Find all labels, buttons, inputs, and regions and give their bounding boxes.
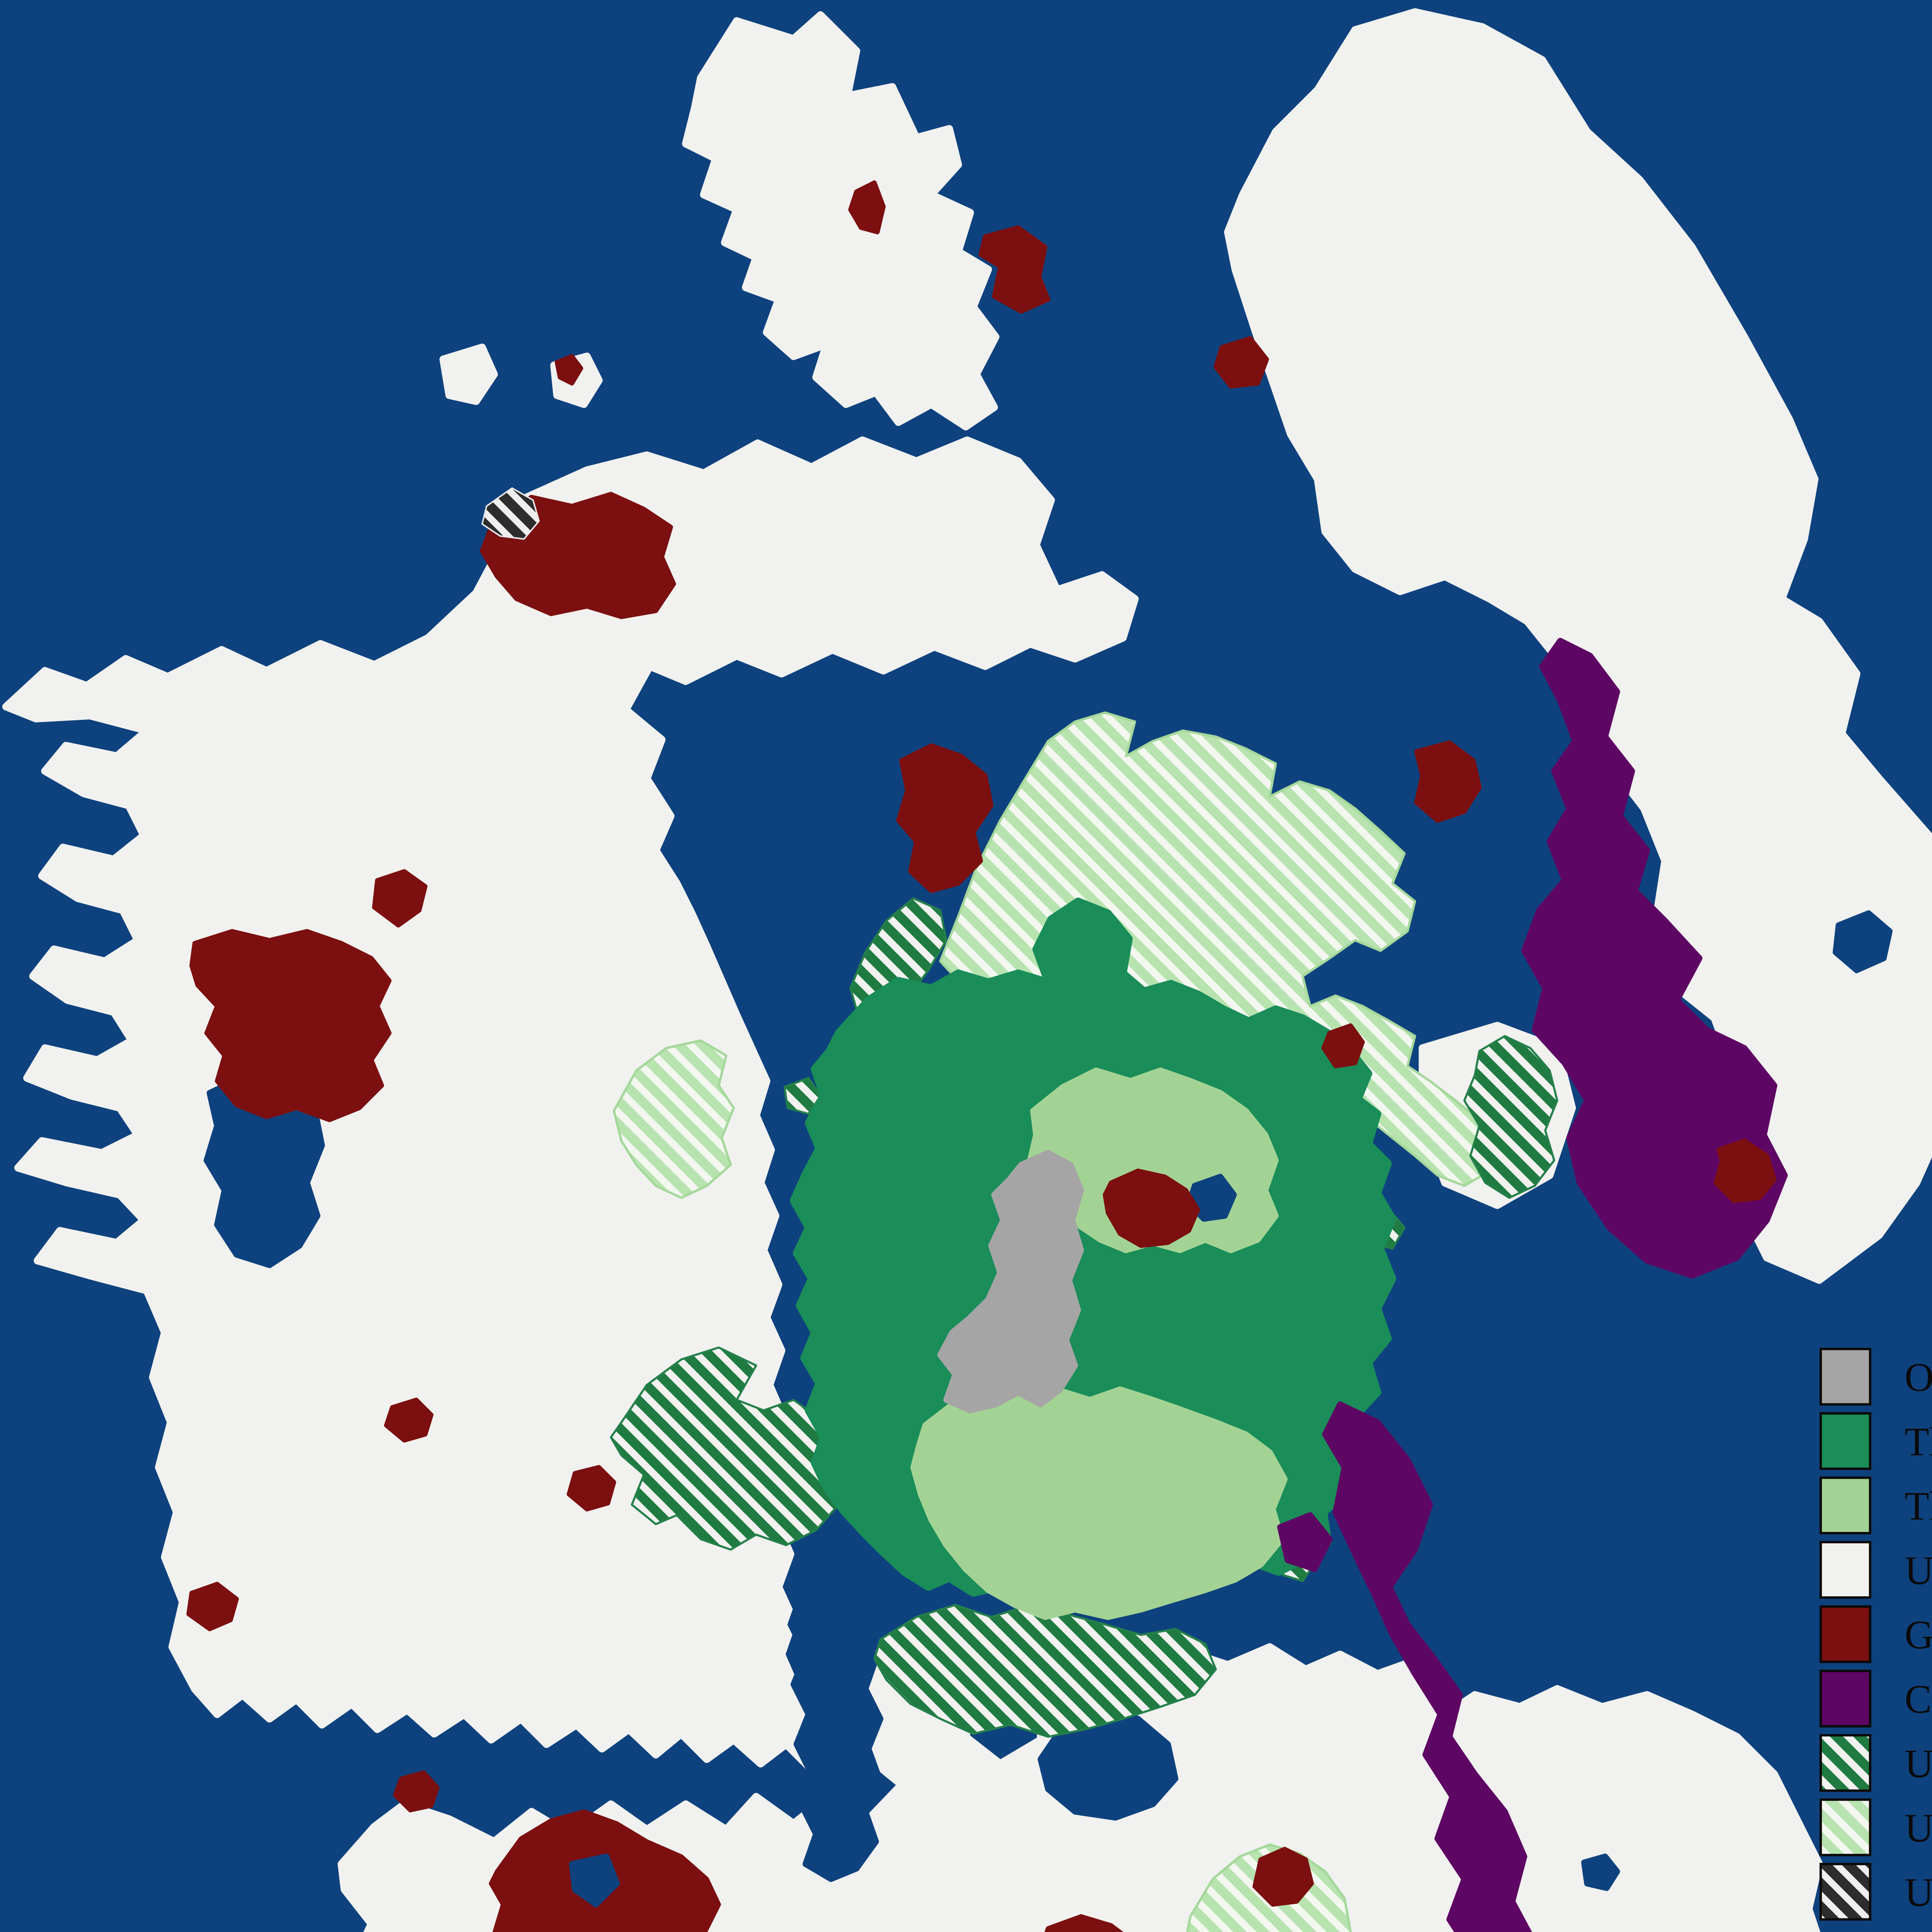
legend-swatch-unknown-territory <box>1819 1541 1871 1599</box>
legend-swatch-unexplored-plains <box>1819 1798 1871 1856</box>
legend-item-unexplored-plains: Unexplored Plains <box>1819 1798 1932 1856</box>
legend-label-corrupted-territory: Corrupted Territory <box>1905 1677 1932 1722</box>
legend-label-unknown-territory: Unknown Territory <box>1905 1548 1932 1593</box>
map-legend: Old Nexus The Core Forests The Core Gras… <box>1819 1348 1932 1921</box>
legend-label-core-grasslands: The Core Grasslands <box>1905 1484 1932 1529</box>
legend-item-unexplored-battlefields: Unexplored Battlefields <box>1819 1862 1932 1921</box>
legend-label-core-forests: The Core Forests <box>1905 1419 1932 1464</box>
legend-swatch-old-nexus <box>1819 1348 1871 1406</box>
legend-label-unexplored-plains: Unexplored Plains <box>1905 1806 1932 1850</box>
legend-swatch-core-grasslands <box>1819 1476 1871 1534</box>
legend-item-grand-dungeons: Grand Dungeons <box>1819 1605 1932 1663</box>
grand-dungeons-regions <box>186 180 1777 1932</box>
legend-item-old-nexus: Old Nexus <box>1819 1348 1932 1406</box>
legend-item-core-grasslands: The Core Grasslands <box>1819 1476 1932 1534</box>
legend-item-unexplored-forests: Unexplored Forests <box>1819 1734 1932 1792</box>
legend-swatch-core-forests <box>1819 1412 1871 1470</box>
corrupted-territory-regions <box>1277 638 1788 1932</box>
legend-swatch-corrupted-territory <box>1819 1670 1871 1728</box>
legend-swatch-unexplored-forests <box>1819 1734 1871 1792</box>
legend-swatch-unexplored-battlefields <box>1819 1862 1871 1921</box>
legend-item-core-forests: The Core Forests <box>1819 1412 1932 1470</box>
legend-label-grand-dungeons: Grand Dungeons <box>1905 1612 1932 1657</box>
legend-item-corrupted-territory: Corrupted Territory <box>1819 1670 1932 1728</box>
legend-label-old-nexus: Old Nexus <box>1905 1355 1932 1400</box>
legend-item-unknown-territory: Unknown Territory <box>1819 1541 1932 1599</box>
legend-swatch-grand-dungeons <box>1819 1605 1871 1663</box>
dungeon-lakes <box>569 1853 620 1908</box>
old-nexus-region <box>937 1150 1084 1413</box>
legend-label-unexplored-forests: Unexplored Forests <box>1905 1741 1932 1786</box>
unexplored-battlefields-region <box>481 487 540 540</box>
legend-label-unexplored-battlefields: Unexplored Battlefields <box>1905 1870 1932 1915</box>
